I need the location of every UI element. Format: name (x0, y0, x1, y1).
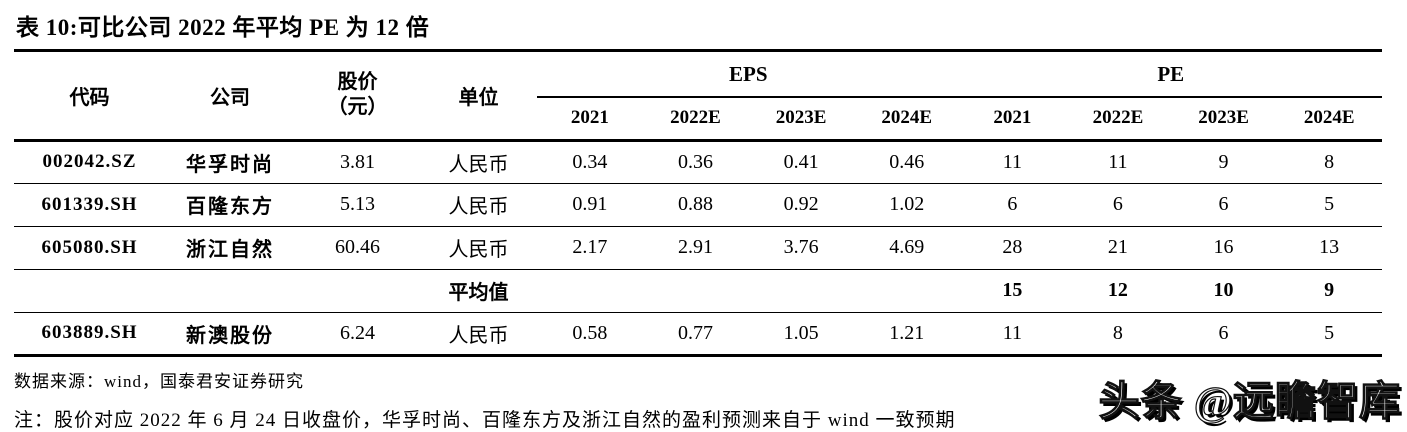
cell-price: 6.24 (295, 312, 421, 357)
cell-avg-pe-2024e: 9 (1276, 269, 1382, 313)
cell-eps-2022e: 2.91 (642, 226, 749, 270)
cell-pe-2022e: 21 (1065, 226, 1171, 270)
cell-eps-2021: 0.58 (537, 312, 643, 357)
header-pe-group: PE (959, 52, 1382, 98)
cell-eps-2023e: 0.41 (748, 140, 854, 184)
cell-company: 新澳股份 (165, 312, 296, 357)
cell-eps-2024e: 4.69 (853, 226, 960, 270)
cell-unit: 人民币 (420, 140, 538, 184)
header-eps-2024e: 2024E (853, 97, 960, 142)
cell-eps-2024e: 1.21 (853, 312, 960, 357)
cell-eps-2024e: 0.46 (853, 140, 960, 184)
header-price-line2: （元） (327, 96, 388, 119)
header-pe-2023e: 2023E (1170, 97, 1277, 142)
cell-avg-pe-2021: 15 (959, 269, 1066, 313)
cell-pe-2021: 28 (959, 226, 1066, 270)
average-row: 平均值 15 12 10 9 (14, 269, 1382, 313)
footnote: 注：股价对应 2022 年 6 月 24 日收盘价，华孚时尚、百隆东方及浙江自然… (14, 409, 956, 431)
cell-pe-2021: 11 (959, 140, 1066, 184)
header-group-row: 代码 公司 股价 （元） 单位 EPS PE (14, 52, 1382, 142)
cell-price: 3.81 (295, 140, 421, 184)
cell-eps-2024e: 1.02 (853, 183, 960, 227)
cell-avg-pe-2022e: 12 (1065, 269, 1171, 313)
cell-average-label: 平均值 (420, 269, 538, 313)
cell-eps-2023e: 0.92 (748, 183, 854, 227)
cell-company-empty (165, 269, 296, 313)
header-unit: 单位 (420, 52, 538, 142)
cell-pe-2023e: 6 (1170, 183, 1277, 227)
cell-eps-2022e: 0.36 (642, 140, 749, 184)
cell-eps-empty (748, 269, 854, 313)
cell-price: 60.46 (295, 226, 421, 270)
cell-company: 百隆东方 (165, 183, 296, 227)
cell-pe-2024e: 13 (1276, 226, 1382, 270)
cell-pe-2024e: 5 (1276, 312, 1382, 357)
cell-pe-2024e: 8 (1276, 140, 1382, 184)
cell-company: 浙江自然 (165, 226, 296, 270)
cell-code: 002042.SZ (14, 140, 166, 184)
cell-eps-2021: 0.34 (537, 140, 643, 184)
watermark: 头条 @远瞻智库 (1098, 377, 1401, 424)
cell-eps-empty (642, 269, 749, 313)
cell-eps-2021: 0.91 (537, 183, 643, 227)
header-price-line1: 股价 (337, 71, 378, 94)
cell-price-empty (295, 269, 421, 313)
cell-pe-2021: 11 (959, 312, 1066, 357)
cell-pe-2023e: 6 (1170, 312, 1277, 357)
cell-pe-2022e: 8 (1065, 312, 1171, 357)
header-company: 公司 (165, 52, 296, 142)
cell-eps-empty (853, 269, 960, 313)
cell-avg-pe-2023e: 10 (1170, 269, 1277, 313)
table-title: 表 10:可比公司 2022 年平均 PE 为 12 倍 (14, 6, 1382, 52)
header-eps-2022e: 2022E (642, 97, 749, 142)
cell-pe-2023e: 16 (1170, 226, 1277, 270)
cell-company: 华孚时尚 (165, 140, 296, 184)
cell-price: 5.13 (295, 183, 421, 227)
cell-pe-2024e: 5 (1276, 183, 1382, 227)
cell-pe-2023e: 9 (1170, 140, 1277, 184)
header-pe-2022e: 2022E (1065, 97, 1171, 142)
header-price: 股价 （元） (295, 52, 421, 142)
table-row: 002042.SZ 华孚时尚 3.81 人民币 0.34 0.36 0.41 0… (14, 140, 1382, 184)
cell-eps-2021: 2.17 (537, 226, 643, 270)
cell-code-empty (14, 269, 166, 313)
cell-eps-2023e: 3.76 (748, 226, 854, 270)
cell-eps-empty (537, 269, 643, 313)
cell-unit: 人民币 (420, 183, 538, 227)
cell-pe-2022e: 6 (1065, 183, 1171, 227)
header-year-row: 2021 2022E 2023E 2024E 2021 2022E 2023E … (14, 97, 1382, 142)
cell-pe-2022e: 11 (1065, 140, 1171, 184)
table-row: 605080.SH 浙江自然 60.46 人民币 2.17 2.91 3.76 … (14, 226, 1382, 270)
header-eps-2023e: 2023E (748, 97, 854, 142)
cell-code: 601339.SH (14, 183, 166, 227)
cell-pe-2021: 6 (959, 183, 1066, 227)
cell-eps-2023e: 1.05 (748, 312, 854, 357)
header-eps-group: EPS (537, 52, 960, 98)
cell-unit: 人民币 (420, 312, 538, 357)
table-row: 601339.SH 百隆东方 5.13 人民币 0.91 0.88 0.92 1… (14, 183, 1382, 227)
header-eps-2021: 2021 (537, 97, 643, 142)
comparable-companies-table: 代码 公司 股价 （元） 单位 EPS PE 2021 2022E 2023E … (14, 52, 1382, 357)
table-row: 603889.SH 新澳股份 6.24 人民币 0.58 0.77 1.05 1… (14, 312, 1382, 357)
cell-eps-2022e: 0.88 (642, 183, 749, 227)
header-pe-2021: 2021 (959, 97, 1066, 142)
header-code: 代码 (14, 52, 166, 142)
cell-unit: 人民币 (420, 226, 538, 270)
cell-eps-2022e: 0.77 (642, 312, 749, 357)
header-pe-2024e: 2024E (1276, 97, 1382, 142)
data-source-note: 数据来源：wind，国泰君安证券研究 (14, 371, 304, 391)
cell-code: 603889.SH (14, 312, 166, 357)
cell-code: 605080.SH (14, 226, 166, 270)
